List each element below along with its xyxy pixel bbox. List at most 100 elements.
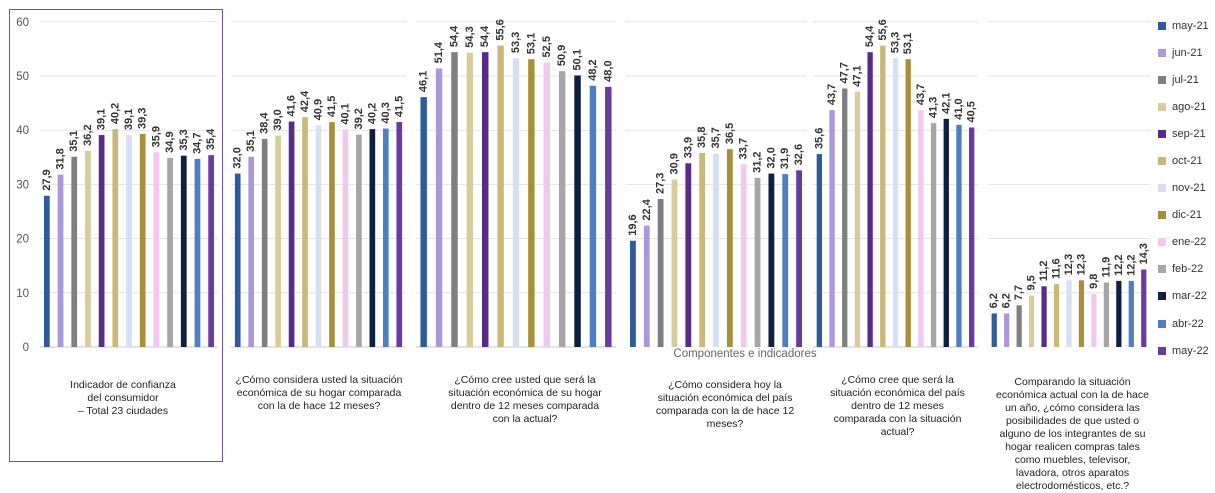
bar [991,313,997,347]
legend-item: may-22 [1158,337,1213,364]
bar [497,45,504,348]
bar [261,138,268,347]
data-label: 41,3 [928,97,940,118]
legend-item: jun-21 [1158,39,1213,66]
bar [829,110,835,348]
data-label: 54,3 [464,26,476,47]
bar [248,156,255,347]
data-label: 55,6 [877,19,889,40]
bar [1016,305,1022,347]
legend-item: mar-22 [1158,283,1213,310]
data-label: 36,2 [82,124,94,145]
bar [892,58,899,348]
data-label: 40,5 [966,101,978,122]
data-label: 35,8 [696,127,708,148]
bar [369,129,376,347]
bar [930,123,937,348]
bar [112,129,119,347]
legend-item: ene-22 [1158,229,1213,256]
legend-item: sep-21 [1158,120,1213,147]
data-label: 32,6 [793,144,805,165]
legend-label: jul-21 [1172,73,1199,86]
bar [288,121,295,347]
data-label: 14,3 [1138,243,1150,264]
legend-item: jul-21 [1158,66,1213,93]
data-label: 12,3 [1063,254,1075,275]
data-label: 47,7 [839,62,851,83]
bar [685,163,692,347]
bar [956,124,962,347]
data-label: 52,5 [541,36,553,57]
data-label: 40,2 [366,103,378,124]
data-label: 42,4 [299,90,311,112]
legend-swatch [1158,184,1166,193]
data-label: 48,0 [602,60,614,81]
bar [1053,284,1060,347]
bar [905,59,911,347]
legend: may-21 jun-21 jul-21 ago-21 sep-21 oct-21 nov-… [1158,12,1213,364]
bar [699,152,706,347]
bar [1103,282,1109,347]
bar [657,199,664,347]
data-label: 39,1 [123,109,135,130]
data-label: 31,2 [752,151,764,172]
data-label: 11,2 [1038,260,1050,281]
data-label: 11,9 [1100,257,1112,278]
bar [482,52,489,348]
data-label: 55,6 [495,19,507,40]
legend-swatch [1158,157,1166,166]
bar [740,164,747,347]
group-caption: Comparando la situación económica actual … [996,376,1149,492]
bar [605,86,612,347]
data-label: 30,9 [668,153,680,174]
legend-swatch [1158,238,1166,247]
bar [1004,313,1010,347]
bar [1041,286,1047,347]
y-tick-label: 60 [16,17,29,29]
bar [1141,269,1147,347]
legend-item: may-21 [1158,12,1213,39]
bar-group: 19,622,427,330,933,9 35,8 35,7 36,533,731,2… [627,123,805,347]
bar [71,156,78,347]
data-label: 41,6 [286,95,298,116]
bar [315,125,322,347]
y-tick-label: 0 [23,342,29,354]
data-label: 32,0 [232,147,244,168]
legend-item: abr-22 [1158,310,1213,337]
bar [574,75,581,348]
legend-label: ene-22 [1172,236,1207,249]
legend-label: oct-21 [1172,155,1203,168]
data-label: 54,4 [479,25,491,47]
data-label: 54,4 [864,25,876,47]
group-caption: ¿Cómo cree que será la situación económic… [830,374,965,438]
data-label: 35,1 [245,130,257,151]
data-label: 11,6 [1051,258,1063,279]
bar [1066,280,1072,347]
legend-swatch [1158,265,1166,274]
data-label: 46,1 [418,71,430,92]
legend-swatch [1158,102,1166,111]
bar [342,129,349,347]
bar [1078,280,1085,347]
data-label: 39,0 [272,109,284,130]
bar [512,58,520,348]
data-label: 35,1 [68,130,80,151]
bar [589,85,597,347]
data-label: 19,6 [627,214,639,235]
y-tick-label: 50 [16,71,29,83]
bar-group: 6,2 6,27,79,511,2 11,6 12,3 12,39,811,9 12,2 1… [988,243,1150,347]
data-label: 40,3 [380,102,392,123]
bar [768,173,775,347]
bar [726,149,733,347]
highlight-frame [9,9,223,462]
data-label: 53,3 [510,32,522,53]
data-label: 27,9 [41,169,53,190]
bar [854,91,861,347]
data-label: 35,6 [813,128,825,149]
bar [1091,293,1097,347]
legend-item: feb-22 [1158,256,1213,283]
data-label: 40,2 [109,103,121,124]
data-label: 54,4 [448,25,460,47]
data-label: 43,7 [826,84,838,105]
bar [867,52,873,348]
